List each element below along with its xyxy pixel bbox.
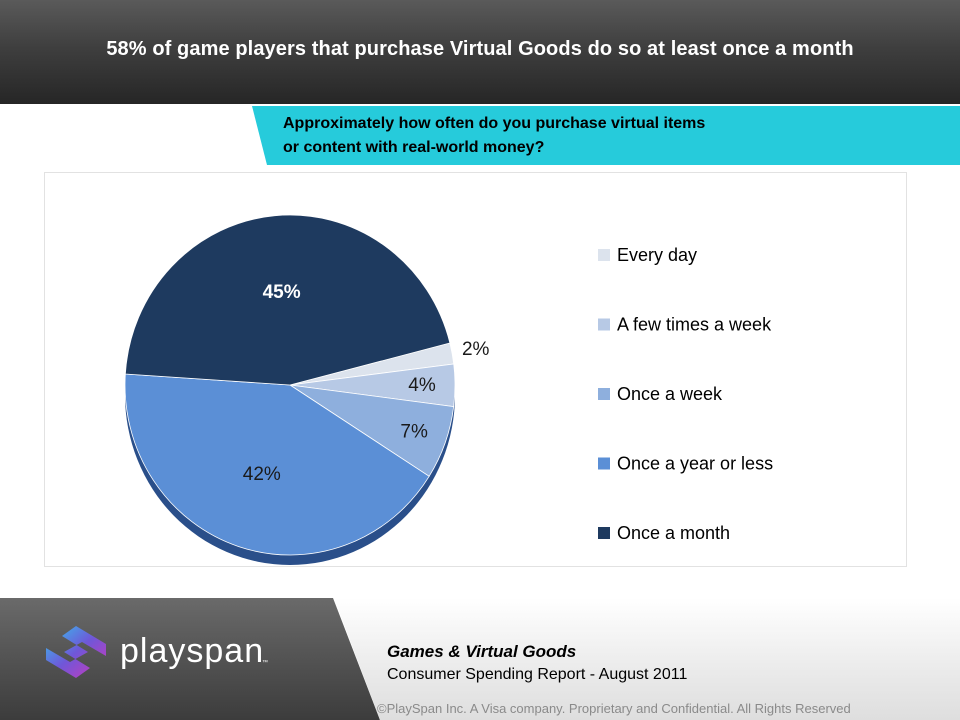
legend-label-once-a-week: Once a week: [617, 384, 723, 404]
data-label-once-a-week: 7%: [400, 421, 428, 442]
report-title: Games & Virtual Goods: [387, 642, 577, 661]
footer-info-panel: [334, 598, 960, 720]
copyright-notice: ©PlaySpan Inc. A Visa company. Proprieta…: [377, 701, 851, 716]
legend-swatch-a-few-times-a-week: [598, 318, 610, 331]
legend-label-once-a-year-or-less: Once a year or less: [617, 454, 773, 474]
question-line-1: Approximately how often do you purchase …: [283, 115, 706, 132]
report-subtitle: Consumer Spending Report - August 2011: [387, 666, 688, 683]
slide-title: 58% of game players that purchase Virtua…: [106, 38, 854, 60]
brand-trademark: ™: [262, 660, 268, 666]
legend-swatch-every-day: [598, 249, 610, 261]
data-label-once-a-month: 45%: [263, 282, 301, 303]
legend-swatch-once-a-year-or-less: [598, 457, 610, 470]
header-bar: 58% of game players that purchase Virtua…: [0, 0, 960, 104]
legend-swatch-once-a-week: [598, 388, 610, 400]
legend-swatch-once-a-month: [598, 527, 610, 539]
legend-label-every-day: Every day: [617, 245, 697, 265]
data-label-every-day: 2%: [462, 339, 490, 360]
question-line-2: or content with real-world money?: [283, 139, 545, 156]
data-label-once-a-year-or-less: 42%: [243, 464, 281, 485]
playspan-logo-icon: [46, 626, 106, 678]
legend-label-a-few-times-a-week: A few times a week: [617, 315, 772, 335]
pie-slice-once-a-year-or-less: [124, 373, 430, 556]
legend-label-once-a-month: Once a month: [617, 523, 730, 543]
survey-question: Approximately how often do you purchase …: [283, 112, 843, 160]
pie-slice-once-a-month: [124, 214, 451, 386]
pie-chart: 2% 4% 7% 42% 45% Every day A few times a week O…: [124, 214, 773, 565]
brand-name: playspan: [120, 632, 265, 670]
question-band: [252, 106, 960, 165]
data-label-a-few-times-a-week: 4%: [408, 375, 436, 396]
chart-panel: 2% 4% 7% 42% 45% Every day A few times a week O…: [44, 172, 907, 567]
